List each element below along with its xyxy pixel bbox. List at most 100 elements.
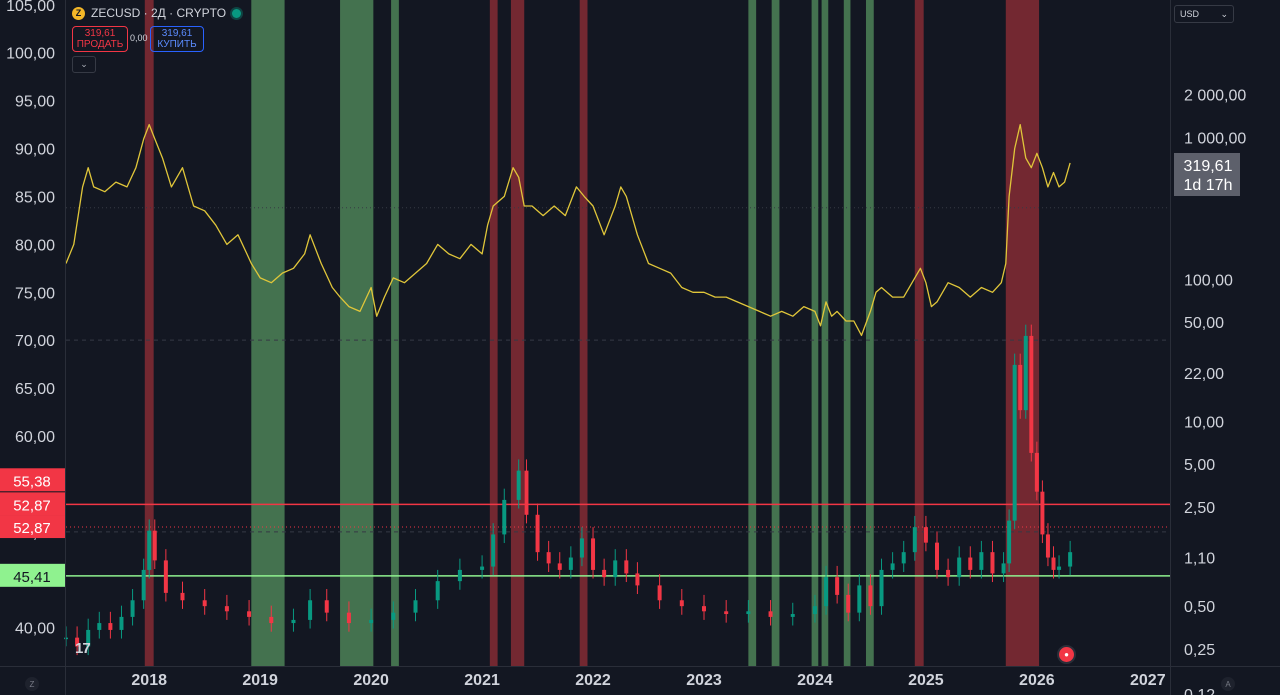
candle-body-24 bbox=[457, 569, 462, 582]
left-tick-label: 95,00 bbox=[15, 94, 55, 111]
candle-body-47 bbox=[812, 606, 817, 615]
candle-body-34 bbox=[579, 538, 584, 558]
candle-body-59 bbox=[946, 569, 951, 578]
candle-body-32 bbox=[557, 563, 562, 570]
green-band-10 bbox=[821, 0, 829, 666]
right-tick-label: 2,50 bbox=[1184, 500, 1215, 517]
candle-body-67 bbox=[1018, 364, 1023, 411]
candle-body-58 bbox=[934, 542, 939, 570]
candle-body-13 bbox=[224, 606, 229, 612]
symbol-title[interactable]: ZECUSD · 2Д · CRYPTO bbox=[91, 6, 227, 20]
auto-scale-button[interactable]: A bbox=[1221, 677, 1235, 691]
price-line-series bbox=[65, 123, 1071, 337]
candle-body-4 bbox=[108, 623, 113, 630]
left-tick-label: 90,00 bbox=[15, 142, 55, 159]
sell-button[interactable]: 319,61 ПРОДАТЬ bbox=[72, 26, 128, 52]
us-flag-icon[interactable]: ● bbox=[1057, 645, 1076, 664]
market-status-icon[interactable] bbox=[232, 8, 242, 18]
candle-body-6 bbox=[130, 600, 135, 617]
chevron-down-icon: ⌄ bbox=[1220, 8, 1228, 19]
candle-body-41 bbox=[679, 600, 684, 607]
right-axis-ticks[interactable]: 2 000,001 000,00500,00100,0050,0022,0010… bbox=[1184, 88, 1246, 695]
candle-body-50 bbox=[846, 594, 851, 613]
red-band-13 bbox=[914, 0, 924, 666]
candle-body-3 bbox=[97, 623, 102, 630]
red-band-4 bbox=[489, 0, 498, 666]
axis-badge-label: 45,41 bbox=[13, 569, 51, 586]
axis-badge-2 bbox=[0, 515, 65, 539]
time-tick-label: 2023 bbox=[686, 672, 722, 689]
candle-body-38 bbox=[624, 560, 629, 574]
candle-body-70 bbox=[1034, 452, 1039, 492]
candle-body-20 bbox=[369, 619, 374, 624]
currency-select[interactable]: USD ⌄ bbox=[1174, 5, 1234, 23]
axis-badge-3 bbox=[0, 563, 65, 587]
candle-body-35 bbox=[591, 538, 596, 570]
candle-body-64 bbox=[1001, 563, 1006, 574]
time-tick-label: 2024 bbox=[797, 672, 833, 689]
candle-body-10 bbox=[163, 560, 168, 593]
candle-body-28 bbox=[516, 470, 521, 500]
candle-body-42 bbox=[701, 606, 706, 612]
left-tick-label: 65,00 bbox=[15, 381, 55, 398]
time-tick-label: 2021 bbox=[464, 672, 500, 689]
time-axis-ticks[interactable]: 2018 2019 2020 2021 2022 2023 2024 2025 2026 2027 bbox=[131, 672, 1165, 689]
candle-body-51 bbox=[857, 585, 862, 613]
zcash-coin-icon: Z bbox=[72, 6, 85, 20]
green-band-2 bbox=[340, 0, 374, 666]
axis-badge-label: 55,38 bbox=[13, 473, 51, 490]
candle-body-27 bbox=[502, 499, 507, 535]
candle-body-40 bbox=[657, 585, 662, 601]
candle-body-46 bbox=[790, 614, 795, 617]
tradingview-logo[interactable]: 17 bbox=[75, 640, 91, 657]
candle-body-60 bbox=[957, 557, 962, 578]
candle-body-44 bbox=[746, 611, 751, 615]
right-tick-label: 2 000,00 bbox=[1184, 88, 1246, 105]
candlestick-series bbox=[64, 324, 1073, 656]
right-tick-label: 50,00 bbox=[1184, 315, 1224, 332]
candle-body-37 bbox=[613, 560, 618, 578]
time-tick-label: 2019 bbox=[242, 672, 278, 689]
left-tick-label: 80,00 bbox=[15, 237, 55, 254]
candle-body-17 bbox=[308, 600, 313, 620]
symbol-header[interactable]: Z ZECUSD · 2Д · CRYPTO bbox=[72, 6, 242, 20]
left-axis-badges: 55,38 52,87 52,87 45,41 bbox=[0, 468, 65, 587]
time-tick-label: 2020 bbox=[353, 672, 389, 689]
spread-value: 0,00 bbox=[130, 33, 148, 43]
candle-body-52 bbox=[868, 585, 873, 607]
right-tick-label: 0,12 bbox=[1184, 687, 1215, 695]
candle-body-12 bbox=[202, 600, 207, 607]
candle-body-33 bbox=[568, 557, 573, 570]
candle-body-18 bbox=[324, 600, 329, 613]
green-band-7 bbox=[748, 0, 757, 666]
candle-body-30 bbox=[535, 514, 540, 553]
left-tick-label: 75,00 bbox=[15, 285, 55, 302]
green-band-11 bbox=[843, 0, 851, 666]
buy-button[interactable]: 319,61 КУПИТЬ bbox=[150, 26, 204, 52]
time-tick-label: 2026 bbox=[1019, 672, 1055, 689]
reference-lines bbox=[66, 207, 1170, 577]
candle-body-74 bbox=[1057, 566, 1062, 570]
last-price-badge: 319,61 1d 17h bbox=[1174, 153, 1240, 196]
green-band-3 bbox=[391, 0, 399, 666]
chevron-down-icon: ⌄ bbox=[80, 59, 88, 69]
candle-body-72 bbox=[1045, 534, 1050, 558]
candle-body-75 bbox=[1068, 552, 1073, 567]
candle-body-53 bbox=[879, 569, 884, 607]
candle-body-48 bbox=[824, 577, 829, 607]
buy-price: 319,61 bbox=[161, 28, 193, 39]
candle-body-61 bbox=[968, 557, 973, 570]
candle-body-68 bbox=[1023, 335, 1028, 411]
candle-body-19 bbox=[346, 612, 351, 624]
left-tick-label: 105,00 bbox=[6, 0, 55, 15]
candle-body-62 bbox=[979, 552, 984, 570]
candle-body-14 bbox=[247, 611, 252, 617]
timezone-button[interactable]: Z bbox=[25, 677, 39, 691]
candle-body-22 bbox=[413, 600, 418, 613]
currency-value: USD bbox=[1180, 9, 1200, 19]
collapse-legend-button[interactable]: ⌄ bbox=[72, 56, 96, 73]
time-tick-label: 2025 bbox=[908, 672, 944, 689]
candle-body-65 bbox=[1007, 520, 1012, 564]
left-tick-label: 85,00 bbox=[15, 189, 55, 206]
